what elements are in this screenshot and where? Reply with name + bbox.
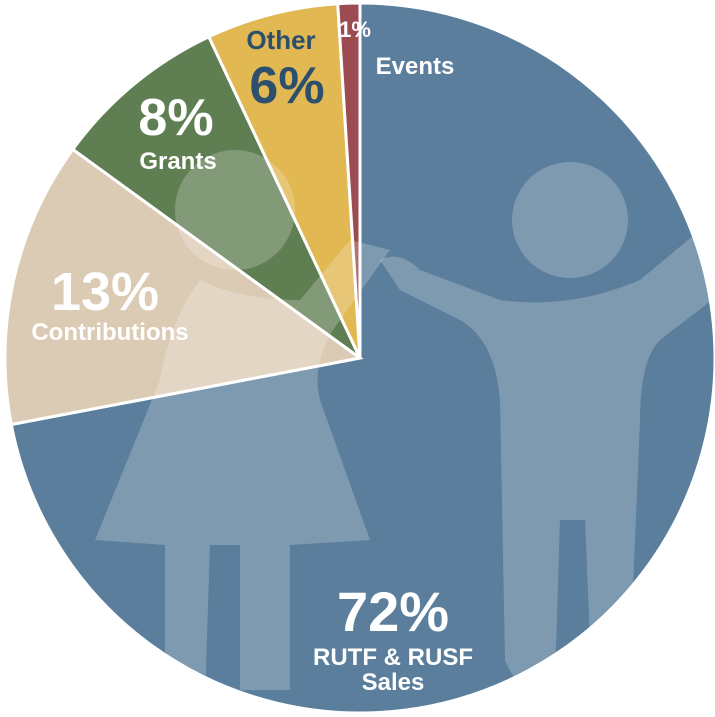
percent-label: 6% <box>249 60 324 112</box>
category-label: Events <box>376 55 455 79</box>
percent-label: 72% <box>337 584 449 640</box>
figure-head <box>512 162 628 278</box>
chart: 72%RUTF & RUSF Sales 13%Contributions 8% Gr… <box>0 0 715 717</box>
category-label: Contributions <box>31 321 188 345</box>
percent-label: 8% <box>138 92 213 144</box>
percent-label: 1% <box>339 19 371 41</box>
category-label: Other <box>246 27 315 53</box>
category-label: RUTF & RUSF Sales <box>293 645 493 695</box>
percent-label: 13% <box>51 265 159 319</box>
category-label: Grants <box>139 150 216 174</box>
